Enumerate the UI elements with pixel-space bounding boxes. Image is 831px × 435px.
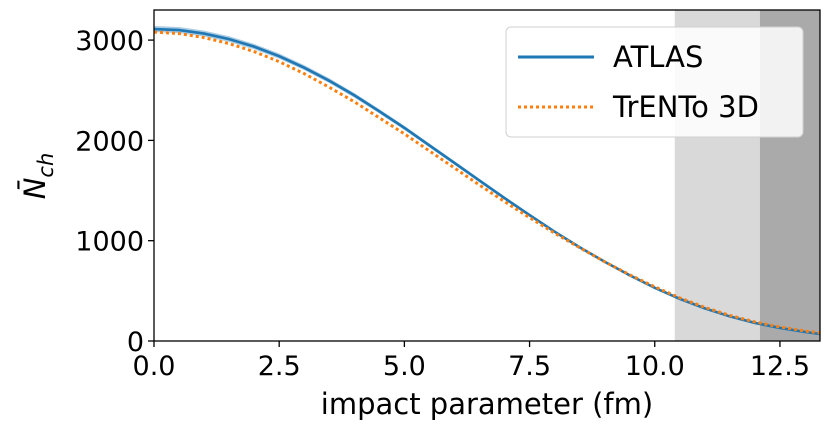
line-atlas bbox=[153, 27, 821, 336]
legend-label-atlas: ATLAS bbox=[613, 40, 703, 74]
legend: ATLAS TrENTo 3D bbox=[505, 26, 804, 138]
x-tick-label: 2.5 bbox=[258, 351, 301, 382]
y-tick-label: 0 bbox=[127, 327, 144, 358]
x-axis-ticks: 0.0 2.5 5.0 7.5 10.0 12.5 bbox=[133, 341, 810, 382]
y-axis-ticks: 0 1000 2000 3000 bbox=[75, 26, 154, 358]
x-tick-label: 10.0 bbox=[625, 351, 685, 382]
x-tick-label: 5.0 bbox=[383, 351, 426, 382]
y-axis-label: N̄ch bbox=[18, 153, 58, 200]
y-tick-label: 2000 bbox=[75, 126, 144, 157]
y-tick-label: 1000 bbox=[75, 227, 144, 258]
x-tick-label: 7.5 bbox=[508, 351, 551, 382]
y-axis-label-main: N̄ bbox=[18, 178, 52, 200]
x-tick-label: 12.5 bbox=[750, 351, 810, 382]
plot-frame bbox=[153, 9, 821, 342]
legend-label-trento: TrENTo 3D bbox=[612, 90, 759, 124]
y-tick-label: 3000 bbox=[75, 26, 144, 57]
y-axis-label-subscript: ch bbox=[34, 153, 58, 178]
legend-box bbox=[505, 26, 804, 138]
x-tick-label: 0.0 bbox=[133, 351, 176, 382]
x-axis-label: impact parameter (fm) bbox=[321, 387, 653, 421]
series-lines bbox=[153, 27, 821, 336]
axes-frame bbox=[153, 9, 821, 342]
line-trento-3d bbox=[153, 30, 821, 335]
